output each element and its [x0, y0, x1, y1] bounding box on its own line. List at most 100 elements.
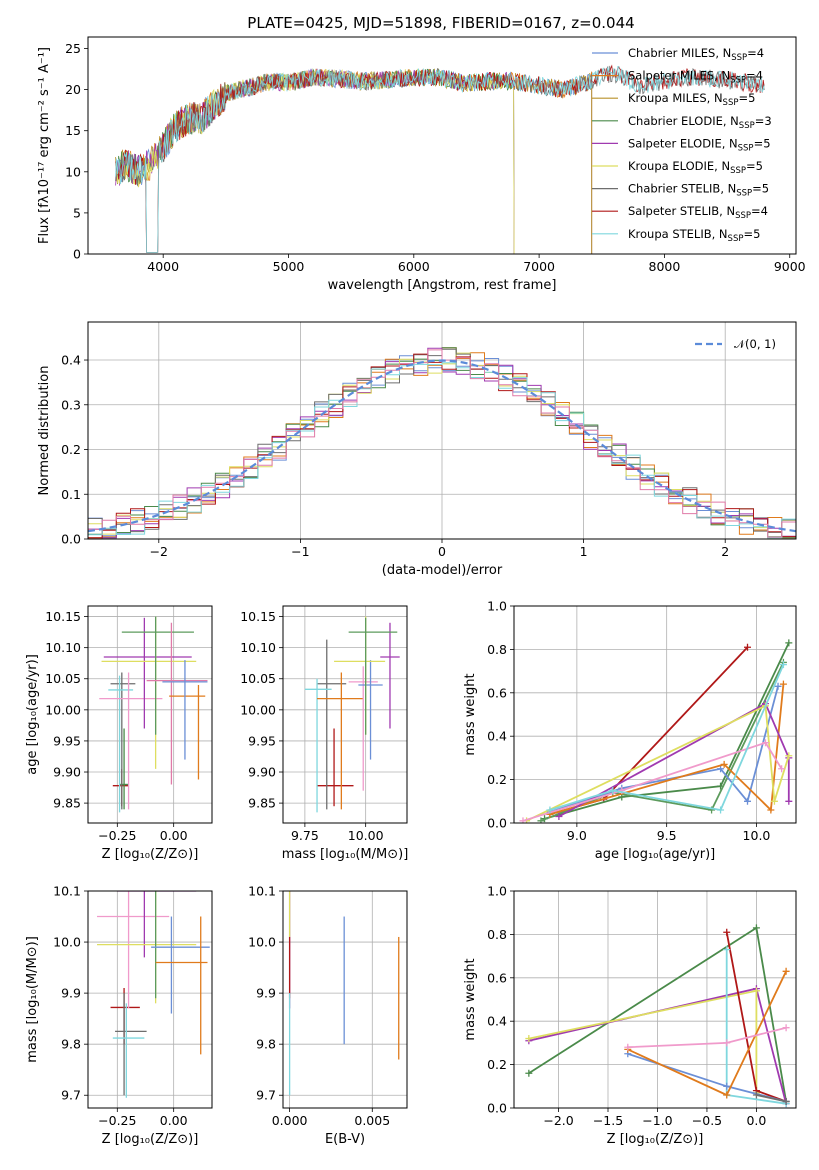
y-axis-label: mass [log₁₀(M/M⊙)] [25, 936, 40, 1063]
weight-marker [779, 661, 787, 669]
spectrum-series-line [115, 68, 593, 254]
y-tick-label: 9.95 [53, 733, 81, 748]
x-tick-label: 10.00 [348, 828, 384, 843]
histogram-step [88, 362, 796, 539]
legend-entry: Salpeter ELODIE, NSSP=5 [628, 136, 771, 153]
y-axis-label: age [log₁₀(age/yr)] [25, 654, 40, 775]
spectrum-series-line [115, 68, 515, 254]
weight-marker [767, 806, 775, 814]
legend-suffix: =5 [754, 136, 771, 150]
axes-frame [87, 890, 213, 1109]
plot-area [525, 924, 790, 1108]
legend-entry: 𝒩(0, 1) [734, 337, 776, 351]
legend-subscript: SSP [736, 189, 752, 199]
axes-frame [513, 605, 797, 824]
legend-subscript: SSP [738, 143, 754, 153]
legend-suffix: =5 [743, 227, 760, 241]
x-tick-label: 0.005 [354, 1113, 390, 1128]
legend-entry: Kroupa STELIB, NSSP=5 [628, 227, 760, 244]
weight-series-line [528, 989, 758, 1093]
x-tick-label: −0.25 [98, 828, 136, 843]
weight-marker [609, 786, 617, 794]
weight-series-line [558, 702, 790, 818]
y-tick-label: 0.6 [487, 685, 507, 700]
y-tick-label: 10.00 [240, 702, 276, 717]
axes-frame [87, 605, 213, 824]
legend-subscript: SSP [730, 166, 746, 176]
gaussian-curve [88, 359, 796, 533]
chart-residuals: −2 −1 0 1 2 0.0 0.1 0.2 0.3 0.4 (data-model)/error… [37, 321, 797, 578]
weight-marker [785, 797, 793, 805]
weight-marker [761, 739, 769, 747]
figure-title: PLATE=0425, MJD=51898, FIBERID=0167, z=0… [247, 14, 634, 32]
legend-suffix: =5 [738, 91, 755, 105]
plot-area [99, 616, 208, 813]
weight-marker [525, 1035, 533, 1043]
x-axis-label: E(B-V) [325, 1132, 365, 1147]
legend-suffix: =4 [747, 46, 764, 60]
weight-marker [782, 1024, 790, 1032]
weight-marker [752, 1091, 760, 1099]
legend-subscript: SSP [728, 234, 744, 244]
y-tick-label: 0.0 [487, 816, 507, 831]
x-axis-label: Z [log₁₀(Z/Z⊙)] [607, 1132, 704, 1147]
spectrum-series-line [115, 68, 593, 254]
legend-subscript: SSP [730, 76, 746, 86]
y-tick-label: 0.4 [487, 729, 507, 744]
x-tick-label: −2.0 [543, 1113, 573, 1128]
weight-series-line [549, 646, 749, 816]
plot-area [97, 891, 210, 1098]
weight-marker [519, 817, 527, 823]
weight-marker [782, 967, 790, 975]
legend-entry: Salpeter MILES, NSSP=4 [628, 69, 763, 86]
weight-marker [770, 797, 778, 805]
weight-marker [785, 639, 793, 647]
y-tick-label: 10 [65, 164, 81, 179]
x-tick-label: 6000 [398, 259, 430, 274]
weight-marker [744, 643, 752, 651]
weight-series-line [549, 664, 785, 812]
weight-marker [782, 1097, 790, 1105]
y-tick-label: 9.9 [61, 986, 81, 1001]
axes-frame [87, 36, 797, 255]
x-tick-label: 9.75 [291, 828, 319, 843]
y-tick-label: 9.90 [248, 765, 276, 780]
y-tick-label: 0.2 [487, 772, 507, 787]
chart-weight-vs-Z: −2.0 −1.5 −1.0 −0.5 0.0 0.0 0.2 0.4 0.6 0.8 1.0 Z [… [463, 884, 797, 1147]
weight-marker [537, 817, 545, 823]
legend-suffix: =3 [755, 114, 772, 128]
y-tick-label: 10.00 [45, 702, 81, 717]
chart-weight-vs-age: 9.0 9.5 10.0 0.0 0.2 0.4 0.6 0.8 1.0 age [log₁₀(a… [463, 599, 797, 862]
y-tick-label: 9.90 [53, 765, 81, 780]
legend-subscript: SSP [723, 98, 739, 108]
weight-series-line [526, 704, 790, 822]
legend-suffix: =5 [746, 159, 763, 173]
x-tick-label: 8000 [649, 259, 681, 274]
chart-age-vs-mass: 9.75 10.00 9.85 9.90 9.95 10.00 10.05 10.10 10.1… [240, 605, 408, 862]
weight-marker [723, 946, 731, 954]
weight-marker [717, 806, 725, 814]
x-tick-label: 10.0 [743, 828, 771, 843]
y-tick-label: 0.3 [61, 397, 81, 412]
x-tick-label: 9000 [774, 259, 806, 274]
x-tick-label: −2 [150, 544, 168, 559]
weight-marker [778, 765, 786, 773]
plot-area [304, 616, 400, 813]
x-tick-label: 9.0 [567, 828, 587, 843]
legend-suffix: =5 [752, 182, 769, 196]
x-tick-label: 0 [438, 544, 446, 559]
spectrum-series-line [115, 68, 593, 254]
weight-marker [720, 760, 728, 768]
axes-frame [87, 321, 797, 540]
weight-marker [752, 987, 760, 995]
x-tick-label: 0.00 [160, 1113, 188, 1128]
y-tick-label: 9.7 [61, 1088, 81, 1103]
x-tick-label: 9.5 [657, 828, 677, 843]
y-tick-label: 0.8 [487, 927, 507, 942]
weight-marker [723, 1039, 731, 1047]
x-axis-label: age [log₁₀(age/yr)] [595, 847, 716, 862]
axes-frame [282, 605, 408, 824]
y-tick-label: 0.0 [61, 532, 81, 547]
chart-mass-vs-Z: −0.25 0.00 9.7 9.8 9.9 10.0 10.1 Z [log₁₀(Z/Z⊙)… [25, 884, 213, 1147]
